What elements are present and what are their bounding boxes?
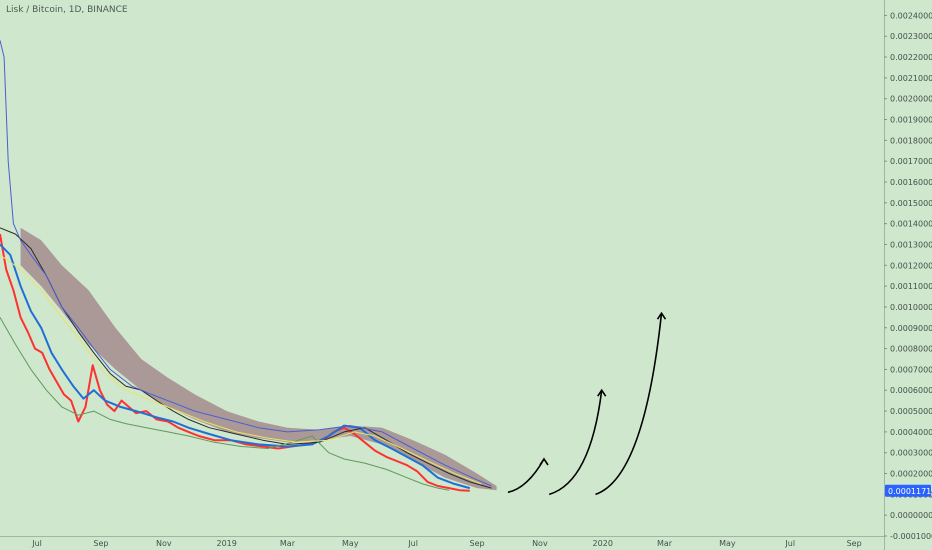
x-tick-label: Jul: [31, 539, 42, 548]
arrow-0[interactable]: [507, 458, 545, 494]
y-tick-label: 0.0013000: [890, 240, 932, 249]
y-tick-label: 0.0023000: [890, 32, 932, 41]
x-tick-label: Jul: [784, 539, 795, 548]
y-tick-label: 0.0010000: [890, 303, 932, 312]
y-tick-label: 0.0020000: [890, 95, 932, 104]
y-tick-label: 0.0016000: [890, 178, 932, 187]
series-line-3: [0, 40, 492, 487]
y-tick-label: 0.0002000: [890, 470, 932, 479]
y-tick-label: 0.0024000: [890, 11, 932, 20]
x-tick-label: Nov: [532, 539, 548, 548]
chart-title: Lisk / Bitcoin, 1D, BINANCE: [6, 5, 128, 15]
x-tick-label: Sep: [93, 539, 108, 548]
x-tick-label: Jul: [407, 539, 418, 548]
x-tick-label: Mar: [280, 539, 296, 548]
y-tick-label: 0.0003000: [890, 449, 932, 458]
y-tick-label: -0.0001000: [890, 532, 932, 541]
series-line-5: [0, 254, 482, 485]
arrow-2[interactable]: [595, 313, 663, 496]
series-line-4: [0, 317, 450, 491]
y-tick-label: 0.0006000: [890, 386, 932, 395]
last-price-tag: 0.0001171: [885, 484, 931, 497]
x-tick-label: Nov: [156, 539, 172, 548]
y-tick-label: 0.0008000: [890, 345, 932, 354]
y-tick-label: 0.0021000: [890, 74, 932, 83]
arrow-head-0: [539, 457, 549, 466]
x-tick-label: Sep: [469, 539, 484, 548]
y-tick-label: 0.0014000: [890, 220, 932, 229]
series-line-0: [0, 233, 470, 492]
price-axis-panel: [884, 0, 932, 550]
x-tick-label: 2020: [593, 539, 613, 548]
y-tick-label: 0.0015000: [890, 199, 932, 208]
x-tick-label: 2019: [216, 539, 236, 548]
arrow-head-1: [597, 388, 607, 397]
y-tick-label: 0.0011000: [890, 282, 932, 291]
arrow-head-2: [656, 311, 667, 320]
x-tick-label: May: [719, 539, 736, 548]
y-tick-label: 0.0009000: [890, 324, 932, 333]
y-tick-label: 0.0022000: [890, 53, 932, 62]
arrow-1[interactable]: [548, 390, 603, 496]
y-tick-label: 0.0012000: [890, 261, 932, 270]
y-tick-label: 0.0004000: [890, 428, 932, 437]
y-tick-label: 0.0005000: [890, 407, 932, 416]
last-price-box: [885, 484, 931, 497]
series-line-1: [0, 243, 471, 490]
x-tick-label: Mar: [657, 539, 673, 548]
y-tick-label: 0.0017000: [890, 157, 932, 166]
x-tick-label: Sep: [847, 539, 862, 548]
cloud-area: [20, 227, 497, 491]
y-tick-label: 0.0000000: [890, 511, 932, 520]
y-tick-label: 0.0019000: [890, 116, 932, 125]
x-tick-label: May: [342, 539, 359, 548]
y-tick-label: 0.0018000: [890, 136, 932, 145]
last-price-label: 0.0001171: [888, 487, 931, 496]
y-tick-label: 0.0007000: [890, 365, 932, 374]
